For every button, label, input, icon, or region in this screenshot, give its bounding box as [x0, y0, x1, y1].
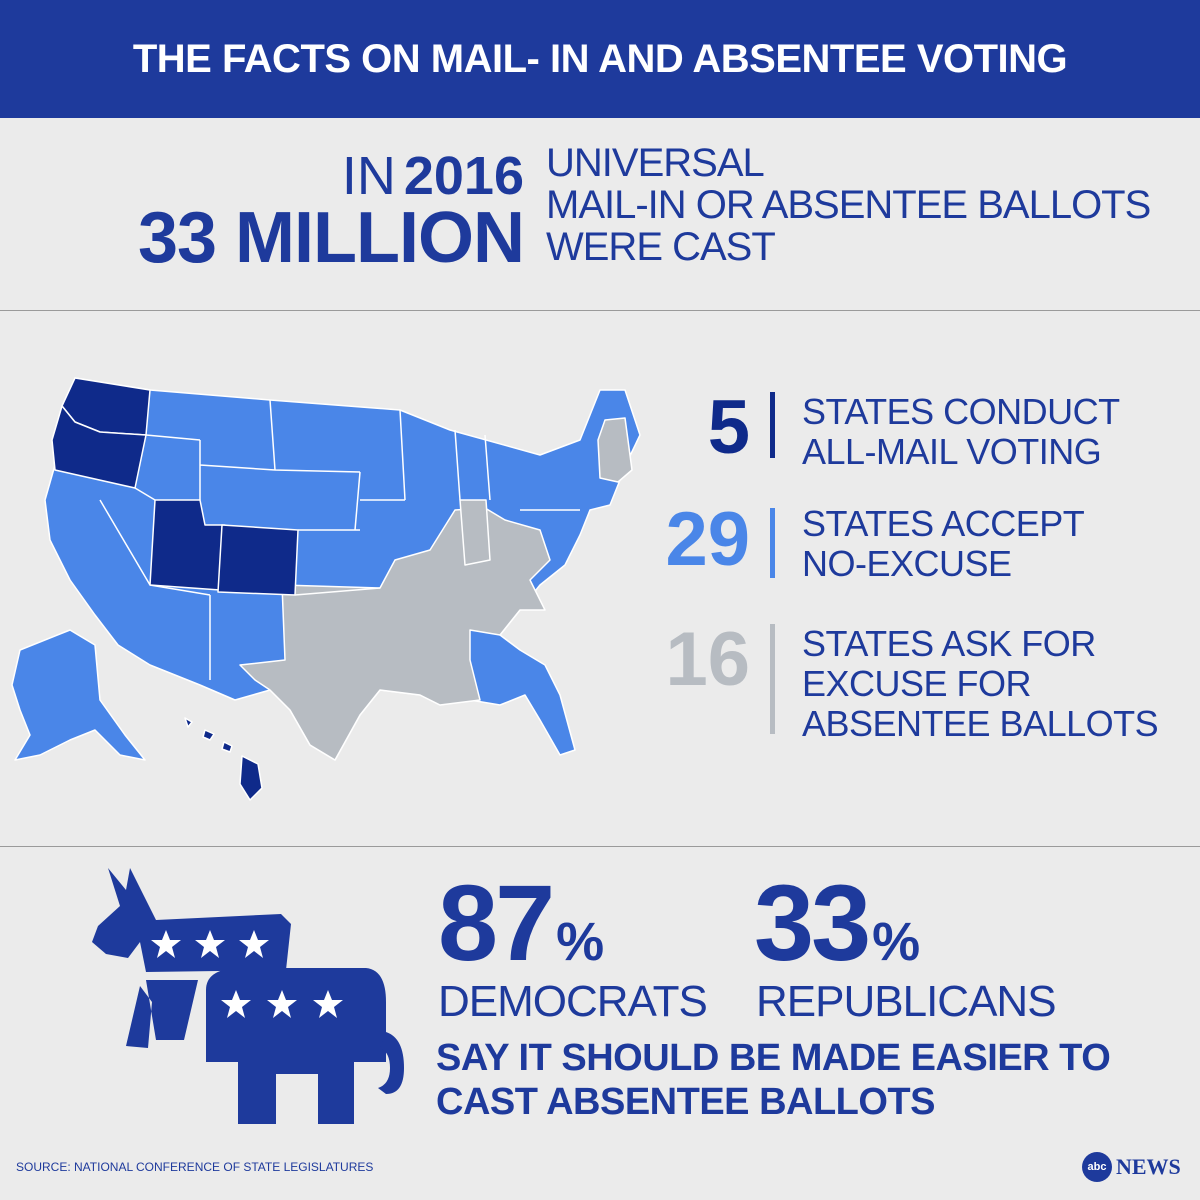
democrats-symbol: % — [556, 912, 605, 972]
elephant-stars-icon — [221, 990, 343, 1018]
map-colorado — [217, 524, 299, 596]
map-hawaii — [184, 717, 263, 801]
stat-excuse: 16 STATES ASK FOR EXCUSE FOR ABSENTEE BA… — [640, 617, 1180, 744]
stat-text: STATES CONDUCT ALL-MAIL VOTING — [802, 392, 1182, 472]
democrats-value: 87 — [438, 862, 555, 983]
stat-number: 5 — [707, 385, 750, 470]
section-divider — [0, 846, 1200, 847]
republicans-value: 33 — [754, 862, 871, 983]
stat-no-excuse: 29 STATES ACCEPT NO-EXCUSE — [640, 500, 1180, 620]
poll-statement: SAY IT SHOULD BE MADE EASIER TO CAST ABS… — [436, 1036, 1176, 1124]
stat-number: 29 — [665, 497, 750, 582]
lead-year-line: IN 2016 — [342, 148, 524, 204]
map-oregon — [51, 405, 147, 489]
section-divider — [0, 310, 1200, 311]
stat-line: EXCUSE FOR — [802, 663, 1032, 704]
abc-news-logo: abc NEWS — [1082, 1150, 1192, 1184]
elephant-icon — [206, 968, 404, 1124]
democrats-label: DEMOCRATS — [438, 977, 708, 1026]
stat-text: STATES ACCEPT NO-EXCUSE — [802, 504, 1182, 584]
stat-number: 16 — [665, 617, 750, 702]
map-alaska — [11, 629, 146, 761]
donkey-elephant-icon — [92, 868, 404, 1124]
lead-prefix: IN — [341, 146, 396, 206]
us-states-map-icon — [11, 377, 641, 801]
map-region-excuse-indiana — [459, 499, 491, 566]
map-contiguous-us — [44, 377, 641, 761]
stat-bar — [770, 392, 775, 458]
stat-text: STATES ASK FOR EXCUSE FOR ABSENTEE BALLO… — [802, 624, 1182, 744]
republicans-label: REPUBLICANS — [756, 977, 1057, 1026]
stat-line: STATES ACCEPT — [802, 503, 1085, 544]
statement-line: SAY IT SHOULD BE MADE EASIER TO — [436, 1037, 1111, 1079]
stat-all-mail: 5 STATES CONDUCT ALL-MAIL VOTING — [640, 388, 1180, 508]
stat-bar — [770, 508, 775, 578]
abc-logo-mark: abc — [1082, 1152, 1112, 1182]
donkey-stars-icon — [151, 930, 269, 958]
stat-bar — [770, 624, 775, 734]
stat-line: ABSENTEE BALLOTS — [802, 703, 1159, 744]
lead-line: WERE CAST — [546, 225, 776, 269]
map-state-lines — [99, 399, 580, 680]
header-banner: THE FACTS ON MAIL- IN AND ABSENTEE VOTIN… — [0, 0, 1200, 118]
republicans-percent: 33% — [754, 868, 920, 1011]
lead-number: 33 MILLION — [137, 198, 525, 278]
lead-year: 2016 — [403, 146, 524, 206]
stat-line: STATES ASK FOR — [802, 623, 1096, 664]
lead-line: MAIL-IN OR ABSENTEE BALLOTS — [546, 183, 1151, 227]
donkey-legs-icon — [126, 980, 198, 1048]
stat-line: STATES CONDUCT — [802, 391, 1120, 432]
lead-line: UNIVERSAL — [546, 141, 765, 185]
lead-description: UNIVERSAL MAIL-IN OR ABSENTEE BALLOTS WE… — [546, 142, 1186, 268]
donkey-icon — [92, 868, 291, 972]
map-region-excuse-northeast — [597, 417, 633, 483]
source-note: SOURCE: NATIONAL CONFERENCE OF STATE LEG… — [16, 1160, 374, 1174]
page-title: THE FACTS ON MAIL- IN AND ABSENTEE VOTIN… — [132, 36, 1068, 81]
abc-logo-text: NEWS — [1116, 1154, 1181, 1179]
stat-line: ALL-MAIL VOTING — [802, 431, 1102, 472]
republicans-symbol: % — [872, 912, 921, 972]
statement-line: CAST ABSENTEE BALLOTS — [436, 1081, 936, 1123]
stat-line: NO-EXCUSE — [802, 543, 1012, 584]
democrats-percent: 87% — [438, 868, 604, 1011]
